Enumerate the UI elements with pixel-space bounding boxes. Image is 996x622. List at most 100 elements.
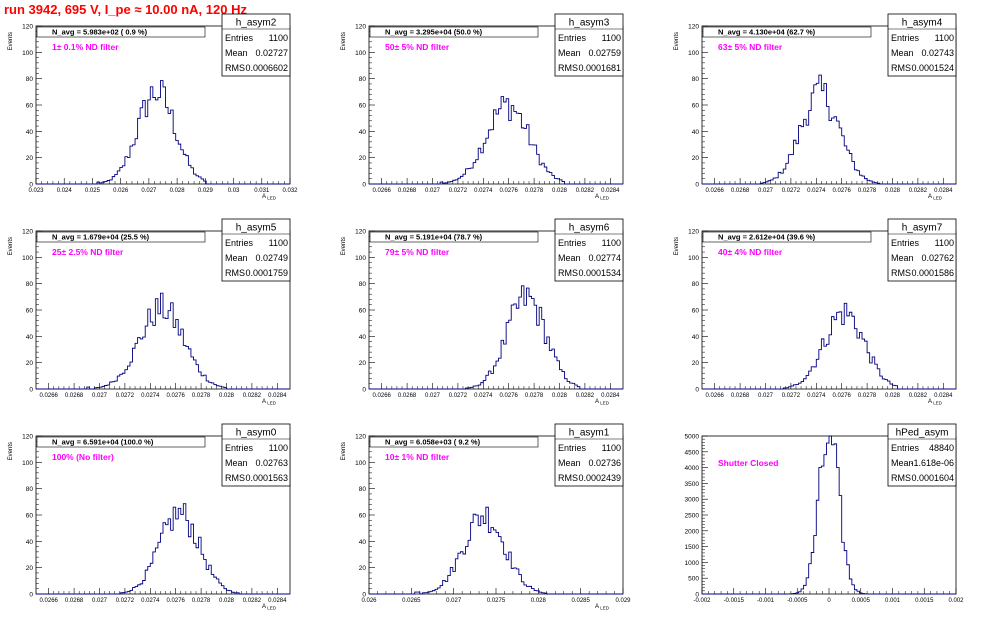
x-tick-label: 0.0268 <box>731 188 750 194</box>
filter-label: 10± 1% ND filter <box>385 452 450 462</box>
stats-title: h_asym3 <box>569 18 610 29</box>
y-tick-label: 40 <box>692 129 700 136</box>
y-tick-label: 60 <box>359 513 367 520</box>
x-tick-label: 0.0265 <box>402 598 421 604</box>
x-tick-label: 0.027 <box>92 393 108 399</box>
x-tick-label: 0.0285 <box>571 598 590 604</box>
y-tick-label: 40 <box>359 334 367 341</box>
histogram-panel-h_asym2: 0 20 40 60 80 100 120 0.023 0.024 0.025 0.026 0.027… <box>8 13 298 201</box>
y-tick-label: 2000 <box>685 528 700 535</box>
y-tick-label: 20 <box>692 155 700 162</box>
y-tick-label: 40 <box>26 129 34 136</box>
y-tick-label: 20 <box>359 155 367 162</box>
x-tick-label: 0.0272 <box>449 188 468 194</box>
n-avg-box <box>369 231 539 243</box>
x-tick-label: 0.0266 <box>373 188 392 194</box>
y-tick-label: 100 <box>22 255 33 262</box>
x-tick-label: 0.0276 <box>833 393 852 399</box>
stats-key: RMS <box>891 63 911 73</box>
x-tick-label: 0.0268 <box>65 598 84 604</box>
x-tick-label: 0.0274 <box>807 393 826 399</box>
x-tick-label: 0.028 <box>552 393 568 399</box>
histogram-panel-h_asym5: 0 20 40 60 80 100 120 0.0266 0.0268 0.027 0.0272 0.… <box>8 218 291 406</box>
x-axis-label: A LED <box>262 604 277 611</box>
x-tick-label: 0.027 <box>141 188 157 194</box>
n-avg-label: N_avg = 3.295e+04 (50.0 %) <box>385 28 483 37</box>
stats-value: 0.0002439 <box>578 473 621 483</box>
n-avg-label: N_avg = 6.058e+03 ( 9.2 %) <box>385 438 481 447</box>
x-tick-label: 0.0284 <box>268 598 287 604</box>
x-tick-label: 0.0276 <box>500 393 519 399</box>
stats-title: h_asym5 <box>236 223 277 234</box>
filter-label: 100% (No filter) <box>52 452 114 462</box>
x-tick-label: 0.0274 <box>141 598 160 604</box>
y-tick-label: 500 <box>688 576 699 583</box>
x-axis-label-subscript: LED <box>266 401 277 406</box>
y-tick-label: 100 <box>355 460 366 467</box>
x-axis-label-subscript: LED <box>932 401 943 406</box>
x-tick-label: 0.0268 <box>731 393 750 399</box>
stats-value: 1100 <box>602 33 621 43</box>
y-tick-label: 120 <box>22 434 33 441</box>
stats-value: 0.02762 <box>921 253 954 263</box>
y-tick-label: 100 <box>355 50 366 57</box>
stats-key: RMS <box>891 473 911 483</box>
x-tick-label: 0.028 <box>531 598 547 604</box>
stats-key: RMS <box>558 63 578 73</box>
stats-value: 0.02727 <box>255 48 288 58</box>
histogram-panel-h_asym3: 0 20 40 60 80 100 120 0.0266 0.0268 0.027 0.0272 0.… <box>341 13 624 201</box>
x-tick-label: 0.028 <box>170 188 186 194</box>
stats-value: 1100 <box>269 443 288 453</box>
x-tick-label: 0.0268 <box>398 393 417 399</box>
stats-value: 1100 <box>269 33 288 43</box>
stats-key: RMS <box>225 268 245 278</box>
x-tick-label: -0.002 <box>693 598 711 604</box>
stats-value: 0.0001604 <box>911 473 954 483</box>
x-tick-label: 0.0272 <box>116 393 135 399</box>
x-tick-label: 0.032 <box>282 188 298 194</box>
y-tick-label: 60 <box>359 103 367 110</box>
histogram-panel-hPed_asym: 0 500 1000 1500 2000 2500 3000 3500 4000 4500 5000… <box>685 423 964 604</box>
x-tick-label: 0.027 <box>425 188 441 194</box>
n-avg-box <box>369 26 539 38</box>
stats-key: Entries <box>891 238 920 248</box>
y-axis-label: Events <box>341 442 347 460</box>
x-tick-label: 0.0282 <box>243 598 262 604</box>
stats-value: 1100 <box>935 33 954 43</box>
stats-key: Mean <box>891 458 914 468</box>
n-avg-box <box>36 26 206 38</box>
stats-key: RMS <box>225 63 245 73</box>
x-axis-label: A LED <box>928 399 943 406</box>
stats-value: 0.02774 <box>588 253 621 263</box>
n-avg-label: N_avg = 6.591e+04 (100.0 %) <box>52 438 154 447</box>
filter-label: 50± 5% ND filter <box>385 42 450 52</box>
y-tick-label: 0 <box>695 387 699 394</box>
x-tick-label: 0.0005 <box>852 598 871 604</box>
x-tick-label: 0.0266 <box>706 393 725 399</box>
histogram-line <box>369 506 623 595</box>
stats-key: Entries <box>558 33 587 43</box>
stats-title: hPed_asym <box>896 428 949 439</box>
stats-title: h_asym7 <box>902 223 943 234</box>
stats-key: Mean <box>558 48 581 58</box>
x-axis-label-subscript: LED <box>932 196 943 201</box>
x-tick-label: 0.0278 <box>525 188 544 194</box>
stats-value: 0.02749 <box>255 253 288 263</box>
stats-value: 1100 <box>602 443 621 453</box>
histogram-line <box>702 435 956 595</box>
y-tick-label: 120 <box>688 24 699 31</box>
histogram-panel-h_asym4: 0 20 40 60 80 100 120 0.0266 0.0268 0.027 0.0272 0.… <box>674 13 957 201</box>
x-tick-label: 0.027 <box>758 393 774 399</box>
y-tick-label: 60 <box>26 308 34 315</box>
x-tick-label: 0 <box>827 598 831 604</box>
y-tick-label: 20 <box>26 565 34 572</box>
y-tick-label: 0 <box>29 592 33 599</box>
x-tick-label: 0.0284 <box>934 188 953 194</box>
stats-value: 1100 <box>935 238 954 248</box>
x-tick-label: 0.025 <box>85 188 101 194</box>
filter-label: 63± 5% ND filter <box>718 42 783 52</box>
n-avg-box <box>36 231 206 243</box>
x-axis-label-subscript: LED <box>599 401 610 406</box>
x-axis-label: A LED <box>595 399 610 406</box>
stats-key: Entries <box>225 238 254 248</box>
